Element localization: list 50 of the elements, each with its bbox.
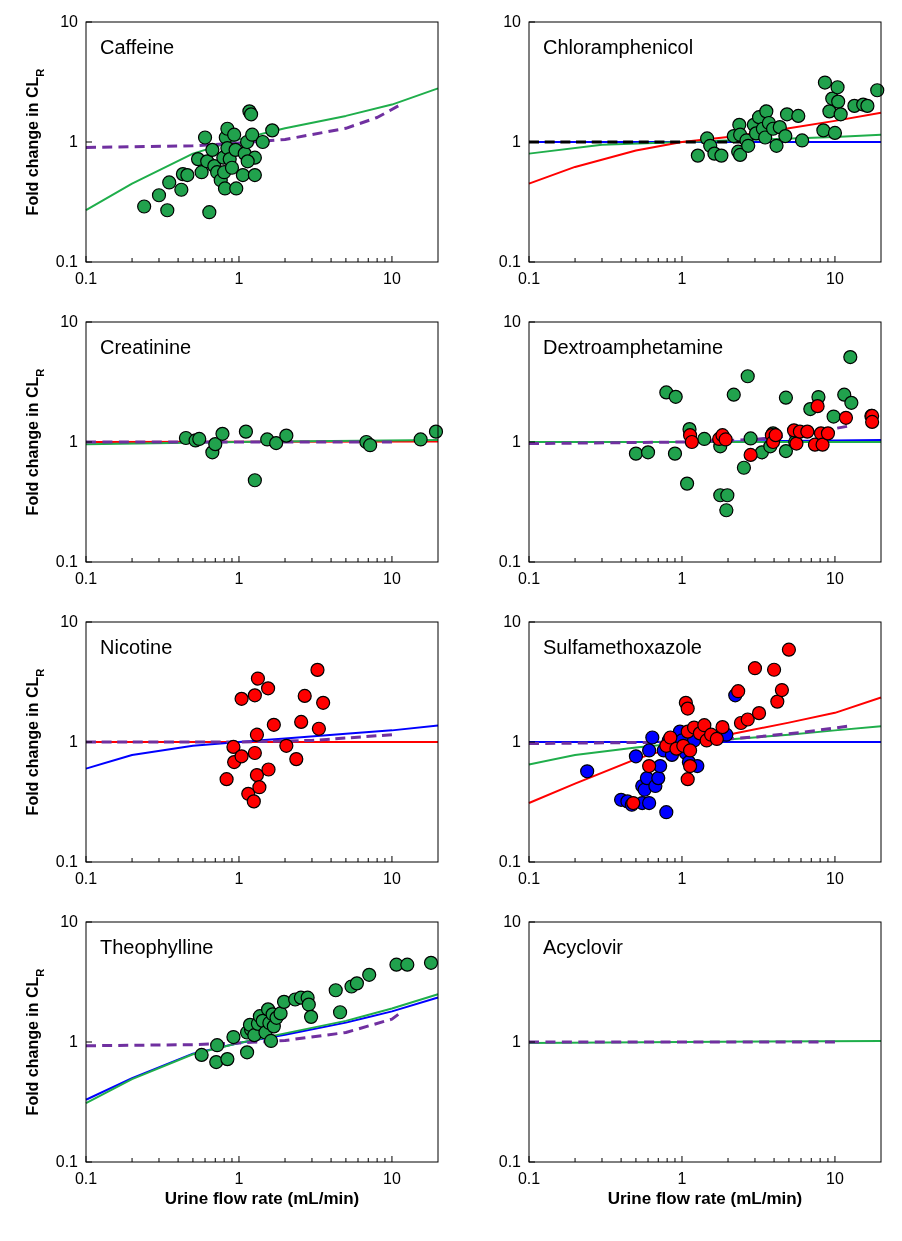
x-tick-label: 1 [234, 270, 244, 287]
text: Creatinine [100, 336, 192, 358]
y-tick-label: 1 [512, 1033, 522, 1050]
y-tick-label: 1 [69, 133, 79, 150]
x-tick-label: 1 [677, 1170, 687, 1187]
text: Caffeine [100, 36, 175, 58]
text: Dextroamphetamine [543, 336, 724, 358]
y-tick-label: 10 [503, 913, 522, 930]
text: Theophylline [100, 936, 214, 958]
x-axis-title: Urine flow rate (mL/min) [164, 1189, 360, 1208]
y-tick-label: 1 [69, 733, 79, 750]
x-tick-label: 1 [677, 270, 687, 287]
x-tick-label: 1 [234, 570, 244, 587]
y-tick-label: 0.1 [55, 253, 79, 270]
y-tick-label: 10 [60, 313, 79, 330]
text: Nicotine [100, 636, 173, 658]
x-axis-title: Urine flow rate (mL/min) [607, 1189, 803, 1208]
y-tick-label: 10 [503, 13, 522, 30]
text: Sulfamethoxazole [543, 636, 702, 658]
x-tick-label: 10 [826, 1170, 844, 1187]
x-tick-label: 1 [677, 570, 687, 587]
y-tick-label: 1 [512, 433, 522, 450]
y-tick-label: 1 [512, 133, 522, 150]
y-tick-label: 1 [69, 433, 79, 450]
y-tick-label: 1 [69, 1033, 79, 1050]
y-tick-label: 10 [60, 613, 79, 630]
x-tick-label: 10 [383, 1170, 401, 1187]
y-tick-label: 10 [60, 13, 79, 30]
x-tick-label: 1 [234, 870, 244, 887]
y-tick-label: 0.1 [55, 853, 79, 870]
y-tick-label: 0.1 [55, 1153, 79, 1170]
x-tick-label: 10 [826, 870, 844, 887]
x-tick-label: 10 [383, 270, 401, 287]
y-tick-label: 0.1 [498, 1153, 522, 1170]
y-tick-label: 0.1 [498, 553, 522, 570]
x-tick-label: 10 [383, 870, 401, 887]
x-tick-label: 10 [826, 270, 844, 287]
y-tick-label: 10 [503, 613, 522, 630]
x-tick-label: 10 [383, 570, 401, 587]
text: Chloramphenicol [543, 36, 694, 58]
y-tick-label: 0.1 [498, 253, 522, 270]
text: Acyclovir [543, 936, 624, 958]
y-tick-label: 1 [512, 733, 522, 750]
y-tick-label: 0.1 [498, 853, 522, 870]
y-tick-label: 0.1 [55, 553, 79, 570]
x-tick-label: 10 [826, 570, 844, 587]
y-tick-label: 10 [503, 313, 522, 330]
x-tick-label: 1 [677, 870, 687, 887]
y-tick-label: 10 [60, 913, 79, 930]
x-tick-label: 1 [234, 1170, 244, 1187]
